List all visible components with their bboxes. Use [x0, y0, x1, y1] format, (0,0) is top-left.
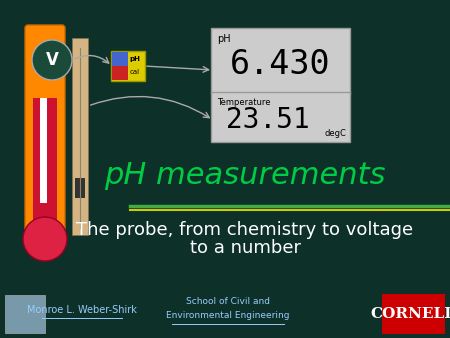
- Text: V: V: [45, 51, 58, 69]
- Circle shape: [23, 217, 67, 261]
- Text: Environmental Engineering: Environmental Engineering: [166, 312, 290, 320]
- FancyBboxPatch shape: [112, 52, 128, 66]
- Text: CORNELL: CORNELL: [370, 307, 450, 321]
- Text: School of Civil and: School of Civil and: [186, 297, 270, 307]
- Text: 23.51: 23.51: [226, 106, 310, 134]
- FancyBboxPatch shape: [112, 66, 128, 80]
- FancyBboxPatch shape: [5, 295, 45, 333]
- Text: pH: pH: [130, 56, 140, 62]
- FancyBboxPatch shape: [0, 270, 450, 338]
- FancyBboxPatch shape: [25, 25, 65, 231]
- FancyBboxPatch shape: [40, 98, 47, 203]
- Text: pH: pH: [217, 34, 230, 44]
- FancyBboxPatch shape: [382, 294, 445, 334]
- Circle shape: [32, 40, 72, 80]
- FancyBboxPatch shape: [72, 38, 88, 235]
- Text: Temperature: Temperature: [217, 98, 270, 107]
- Text: cal: cal: [130, 69, 140, 75]
- FancyBboxPatch shape: [33, 98, 57, 223]
- FancyBboxPatch shape: [211, 92, 350, 142]
- Text: degC: degC: [324, 129, 346, 138]
- Text: The probe, from chemistry to voltage: The probe, from chemistry to voltage: [76, 221, 414, 239]
- Text: Monroe L. Weber-Shirk: Monroe L. Weber-Shirk: [27, 305, 137, 315]
- Text: 6.430: 6.430: [230, 48, 331, 81]
- FancyBboxPatch shape: [111, 51, 145, 81]
- Text: to a number: to a number: [189, 239, 301, 257]
- FancyBboxPatch shape: [75, 178, 85, 198]
- Text: pH measurements: pH measurements: [104, 161, 386, 190]
- FancyBboxPatch shape: [211, 28, 350, 94]
